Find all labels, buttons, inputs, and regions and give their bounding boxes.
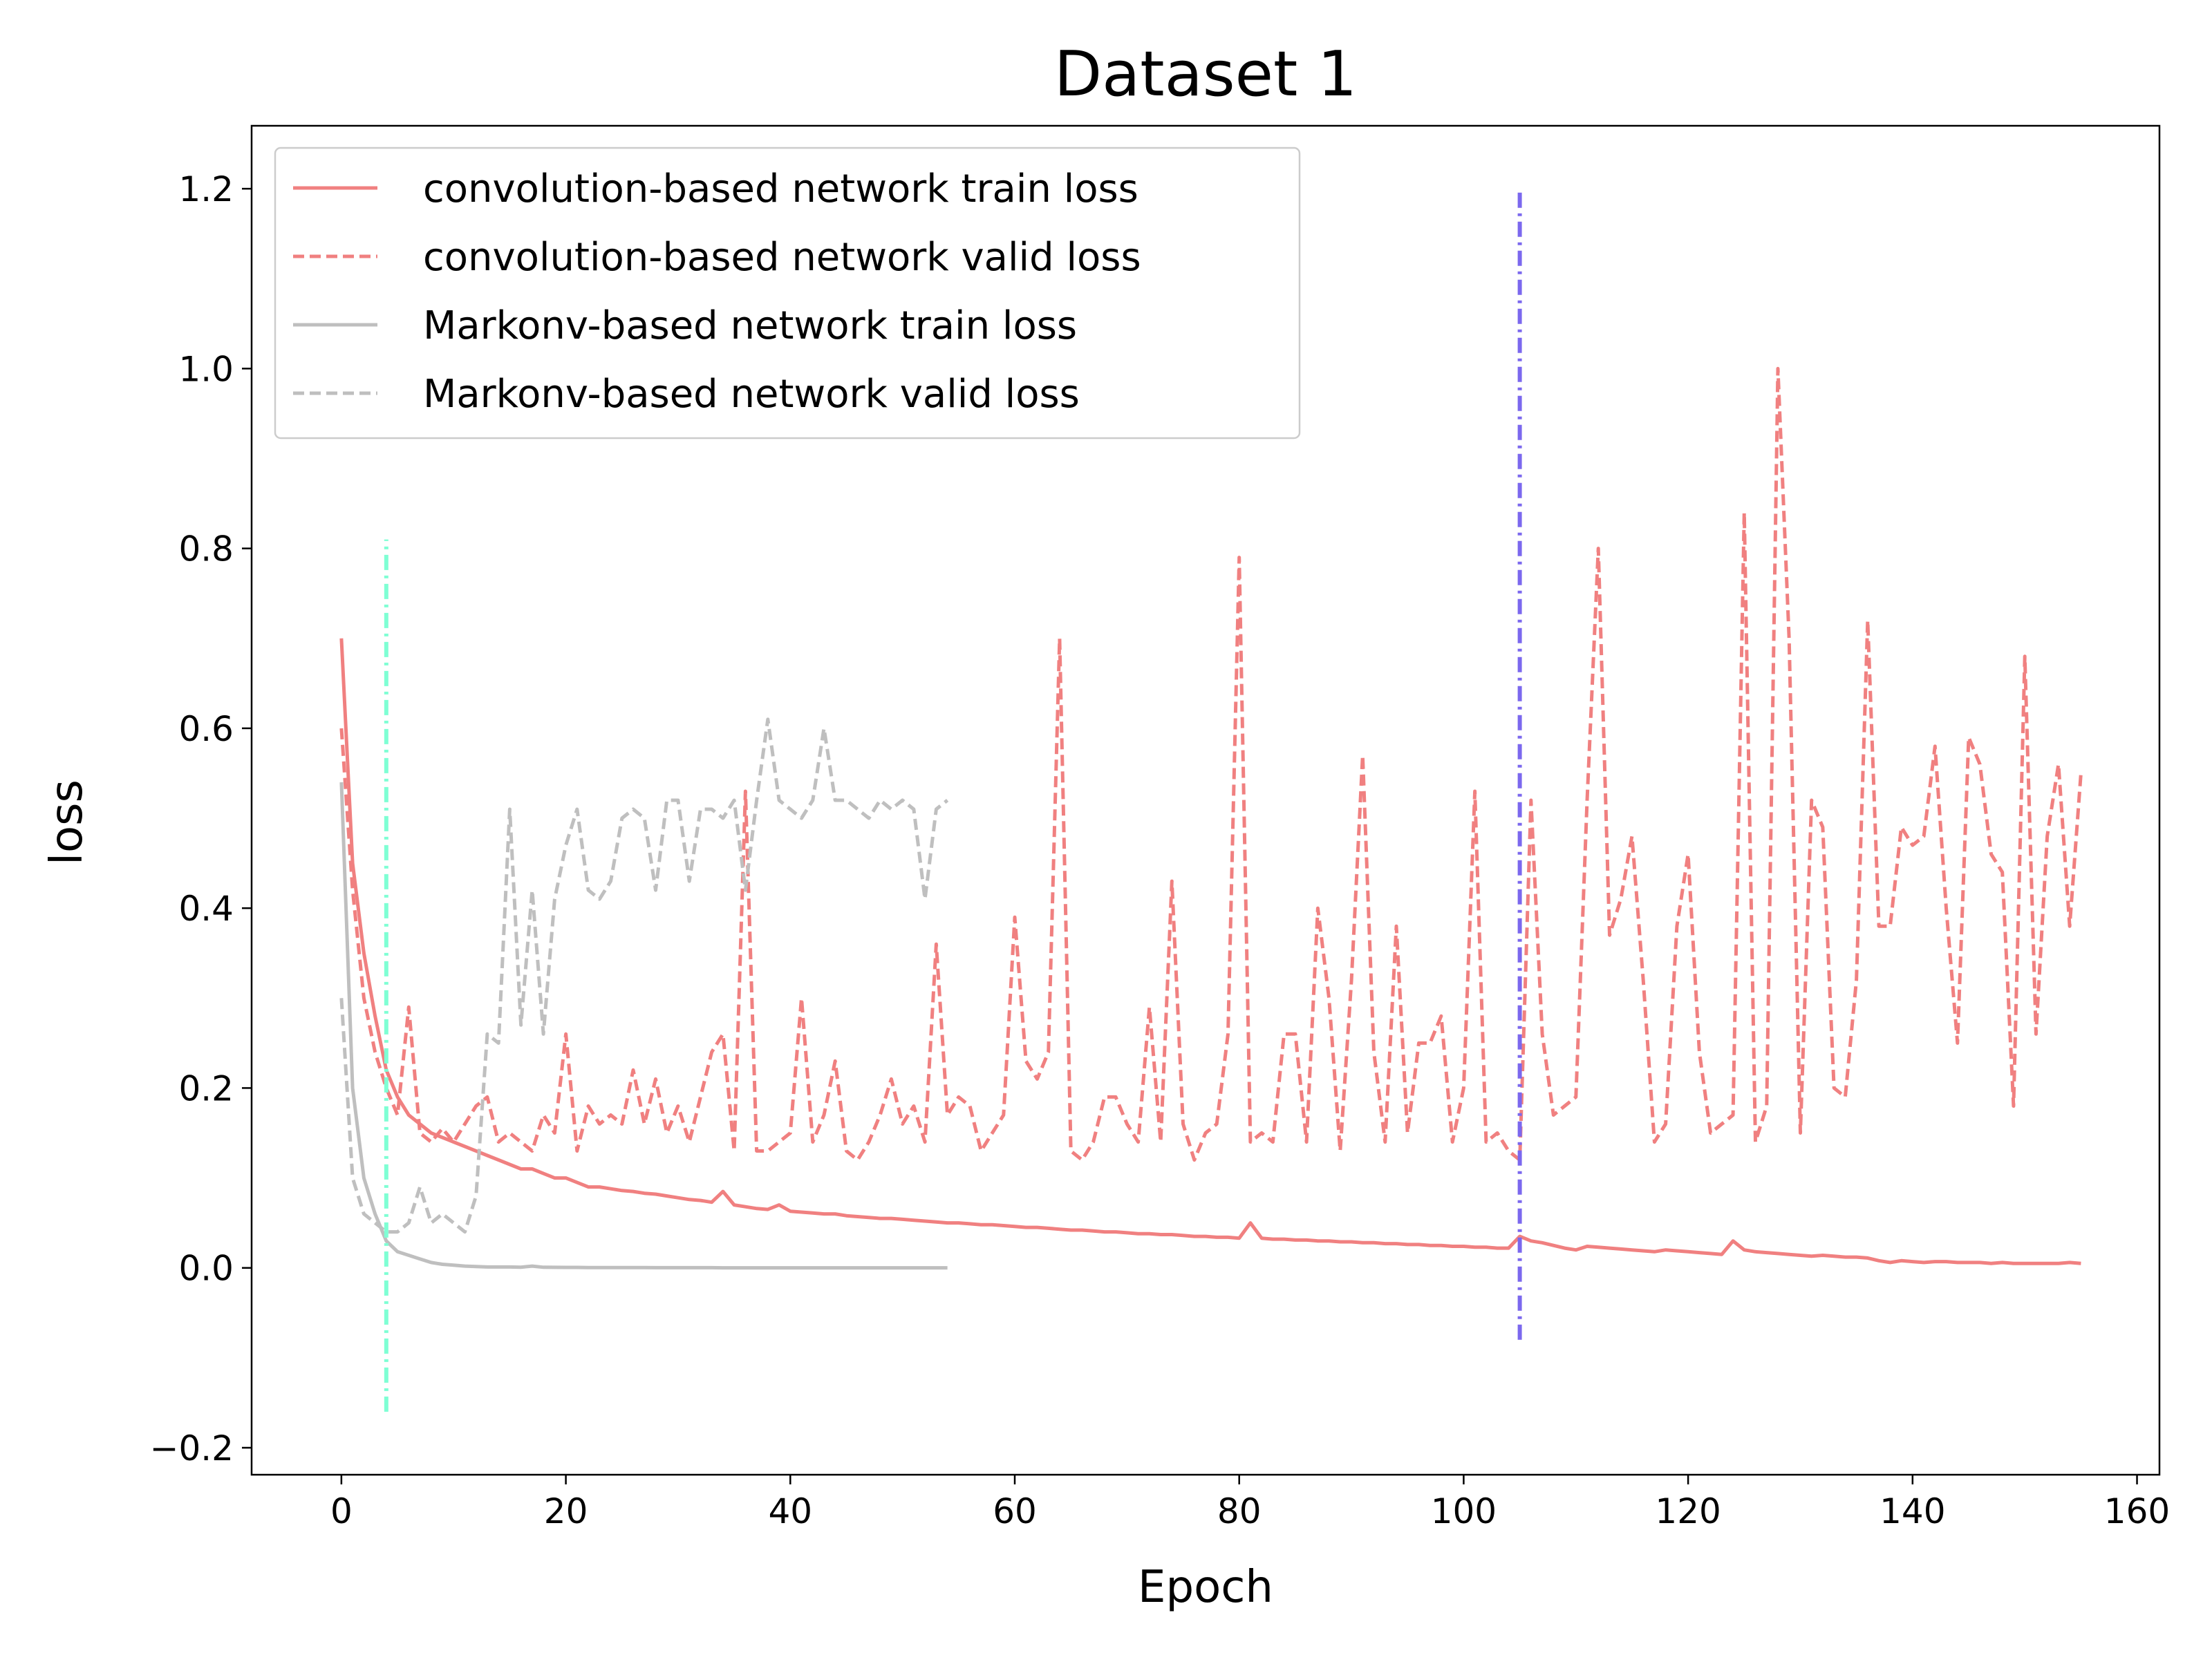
x-tick-label: 0 (330, 1491, 353, 1531)
x-tick-label: 60 (993, 1491, 1037, 1531)
y-tick-label: 0.4 (178, 889, 234, 929)
x-tick-label: 140 (1880, 1491, 1945, 1531)
plot-marks (339, 189, 2083, 1412)
x-tick-label: 100 (1431, 1491, 1497, 1531)
axis-ticks: 0 20 40 60 80 100 120 140 160 −0.2 0.0 0.2 0.4 0.6 0.8… (150, 169, 2171, 1531)
y-tick-label: 1.0 (178, 349, 234, 389)
y-axis-title: loss (41, 780, 93, 865)
legend: convolution-based network train loss conv… (274, 147, 1301, 440)
x-tick-label: 80 (1217, 1491, 1262, 1531)
x-tick-label: 120 (1655, 1491, 1721, 1531)
legend-label-1: convolution-based network train loss (423, 167, 1138, 211)
series-line-3 (339, 782, 948, 1270)
y-tick-label: 0.8 (178, 529, 234, 569)
chart-title: Dataset 1 (1054, 38, 1357, 111)
y-tick-label: 0.0 (178, 1249, 234, 1289)
y-tick-label: 1.2 (178, 169, 234, 209)
x-tick-label: 40 (768, 1491, 812, 1531)
plot-frame (250, 124, 2161, 1476)
y-tick-label: 0.2 (178, 1068, 234, 1108)
series-line-2 (339, 366, 2083, 1162)
x-axis-title: Epoch (1138, 1562, 1273, 1613)
series-line-1 (339, 638, 2081, 1265)
x-tick-label: 20 (544, 1491, 588, 1531)
legend-box (274, 147, 1301, 440)
x-tick-label: 160 (2104, 1491, 2170, 1531)
legend-label-3: Markonv-based network train loss (423, 303, 1077, 348)
legend-label-4: Markonv-based network valid loss (423, 372, 1080, 417)
y-tick-label: −0.2 (150, 1428, 234, 1469)
legend-label-2: convolution-based network valid loss (423, 235, 1141, 280)
y-tick-label: 0.6 (178, 709, 234, 749)
series-line-4 (339, 717, 949, 1234)
